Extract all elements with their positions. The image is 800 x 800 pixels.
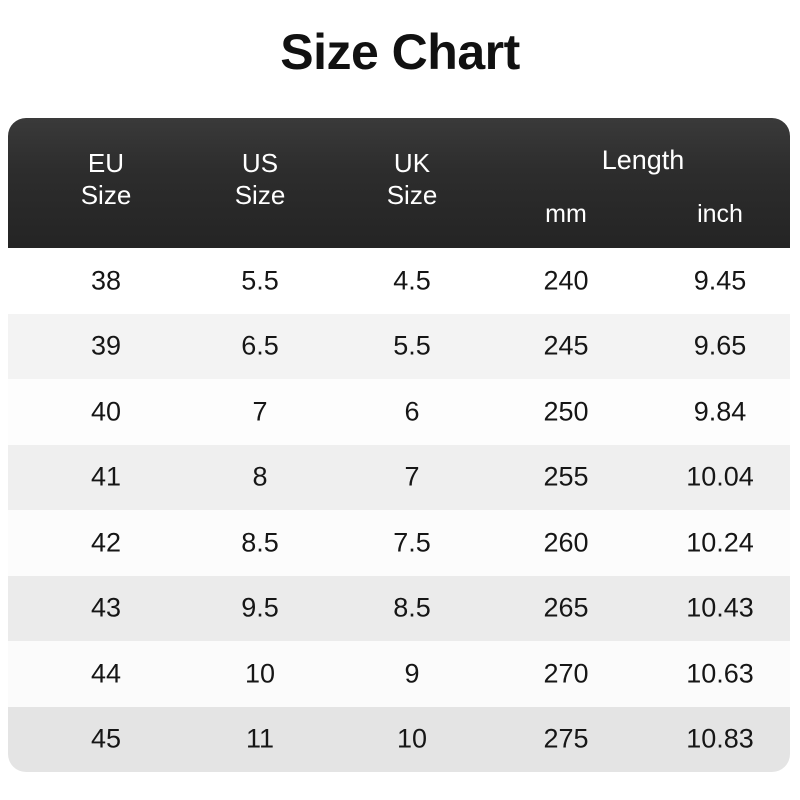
column-header-uk-size-line2: Size (386, 179, 438, 210)
table-cell-mm: 265 (543, 592, 589, 623)
column-header-eu-size: EU Size (81, 148, 132, 211)
table-body: 38 5.5 4.5 240 9.45 39 6.5 5.5 245 9.65 40 7 6 250 9.8… (8, 248, 790, 772)
table-cell-inch: 9.45 (693, 265, 747, 296)
table-cell-us: 9.5 (241, 592, 279, 623)
table-cell-eu: 43 (90, 592, 122, 623)
column-header-eu-size-line2: Size (80, 179, 132, 210)
table-cell-eu: 39 (90, 330, 122, 361)
table-cell-us: 11 (245, 723, 275, 754)
table-cell-uk: 6 (404, 396, 420, 427)
table-cell-us: 7 (252, 396, 268, 427)
table-row: 44 10 9 270 10.63 (8, 641, 790, 707)
column-header-uk-size: UK Size (387, 148, 438, 211)
column-header-us-size: US Size (235, 148, 286, 211)
table-row: 40 7 6 250 9.84 (8, 379, 790, 445)
table-cell-us: 5.5 (241, 265, 279, 296)
table-cell-mm: 245 (543, 330, 589, 361)
table-cell-inch: 10.04 (686, 461, 754, 492)
table-cell-us: 8 (252, 461, 268, 492)
table-cell-uk: 9 (404, 658, 420, 689)
table-cell-inch: 10.83 (686, 723, 754, 754)
table-row: 39 6.5 5.5 245 9.65 (8, 313, 790, 379)
table-cell-mm: 275 (543, 723, 589, 754)
table-cell-eu: 38 (90, 265, 122, 296)
table-cell-eu: 45 (90, 723, 122, 754)
table-cell-uk: 7 (404, 461, 420, 492)
table-cell-uk: 7.5 (393, 527, 431, 558)
table-cell-mm: 260 (543, 527, 589, 558)
column-header-uk-size-line1: UK (393, 148, 431, 178)
column-header-length-group: Length (601, 145, 685, 175)
table-cell-eu: 42 (90, 527, 122, 558)
table-header-row: EU Size US Size UK Size Length mm inch (8, 118, 790, 248)
table-cell-us: 6.5 (241, 330, 279, 361)
table-cell-inch: 10.43 (686, 592, 754, 623)
table-cell-us: 8.5 (241, 527, 279, 558)
table-row: 42 8.5 7.5 260 10.24 (8, 510, 790, 576)
table-cell-eu: 41 (90, 461, 122, 492)
table-row: 45 11 10 275 10.83 (8, 706, 790, 772)
table-cell-inch: 10.63 (686, 658, 754, 689)
table-cell-mm: 255 (543, 461, 589, 492)
table-cell-eu: 40 (90, 396, 122, 427)
table-cell-eu: 44 (90, 658, 122, 689)
table-cell-inch: 10.24 (686, 527, 754, 558)
table-cell-uk: 4.5 (393, 265, 431, 296)
table-cell-mm: 270 (543, 658, 589, 689)
size-chart-table: EU Size US Size UK Size Length mm inch 3… (8, 118, 790, 772)
table-row: 41 8 7 255 10.04 (8, 444, 790, 510)
table-cell-us: 10 (244, 658, 276, 689)
table-cell-uk: 5.5 (393, 330, 431, 361)
page-title: Size Chart (280, 24, 520, 80)
column-header-length-inch: inch (697, 200, 743, 228)
column-header-length-mm: mm (545, 200, 587, 228)
table-cell-inch: 9.84 (693, 396, 747, 427)
table-cell-uk: 10 (396, 723, 428, 754)
column-header-us-size-line2: Size (234, 179, 286, 210)
table-cell-mm: 250 (543, 396, 589, 427)
table-cell-uk: 8.5 (393, 592, 431, 623)
table-cell-inch: 9.65 (693, 330, 747, 361)
column-header-eu-size-line1: EU (87, 148, 125, 178)
table-row: 43 9.5 8.5 265 10.43 (8, 575, 790, 641)
table-row: 38 5.5 4.5 240 9.45 (8, 248, 790, 314)
table-cell-mm: 240 (543, 265, 589, 296)
column-header-us-size-line1: US (241, 148, 279, 178)
